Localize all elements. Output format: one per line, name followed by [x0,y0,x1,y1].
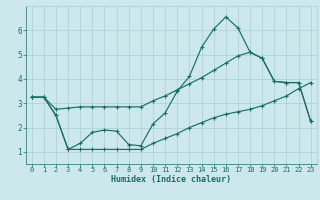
X-axis label: Humidex (Indice chaleur): Humidex (Indice chaleur) [111,175,231,184]
